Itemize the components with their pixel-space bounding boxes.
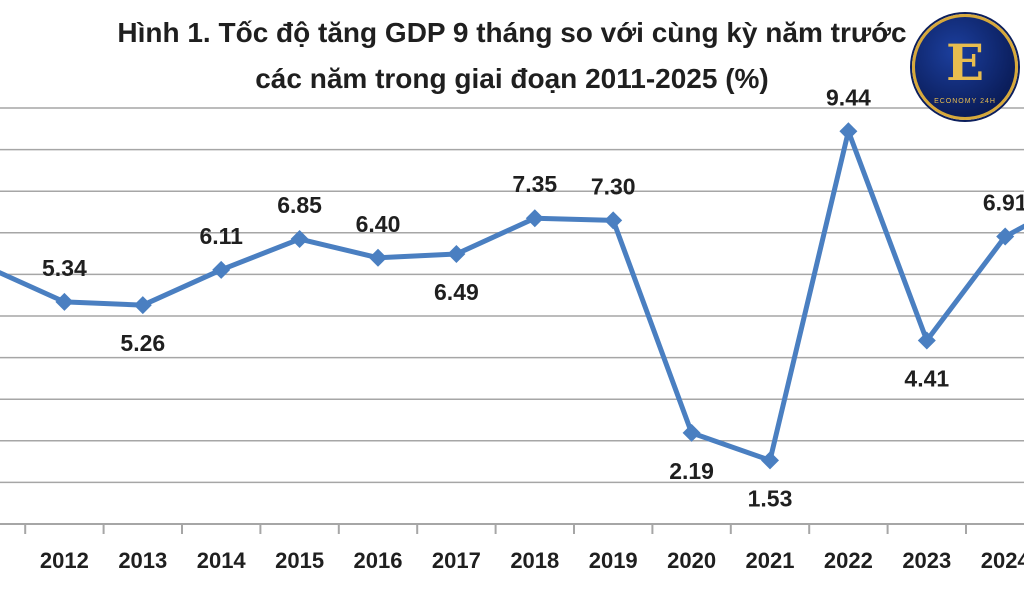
data-label-2022: 9.44 [826,84,871,110]
data-point-2015 [290,230,309,249]
data-point-2012 [55,292,74,311]
data-point-2023 [917,331,936,350]
data-label-2013: 5.26 [120,330,165,356]
data-point-2017 [447,245,466,264]
x-label-2018: 2018 [510,548,559,573]
x-label-2015: 2015 [275,548,324,573]
x-label-2020: 2020 [667,548,716,573]
logo-mark: E [945,33,985,92]
data-point-2020 [682,423,701,442]
data-label-2014: 6.11 [199,223,243,249]
data-label-2016: 6.40 [356,211,401,237]
x-label-2014: 2014 [197,548,247,573]
data-point-2014 [212,260,231,279]
x-axis-ticks [24,524,967,534]
chart-title-line-1: Hình 1. Tốc độ tăng GDP 9 tháng so với c… [117,17,907,48]
x-label-2021: 2021 [746,548,795,573]
x-label-2013: 2013 [118,548,167,573]
data-label-2024: 6.91 [983,190,1024,216]
x-label-2016: 2016 [354,548,403,573]
data-point-2022 [839,122,858,141]
chart-title: Hình 1. Tốc độ tăng GDP 9 tháng so với c… [0,10,1024,102]
data-label-2019: 7.30 [591,173,636,199]
data-point-2021 [761,451,779,470]
data-point-2018 [525,209,544,228]
data-label-2015: 6.85 [277,192,322,218]
chart-title-line-2: các năm trong giai đoạn 2011-2025 (%) [255,63,769,94]
x-label-2023: 2023 [902,548,951,573]
x-label-2017: 2017 [432,548,481,573]
x-axis-labels: 1120122013201420152016201720182019202020… [40,548,1024,573]
data-point-2024 [996,227,1015,246]
data-label-2020: 2.19 [669,458,714,484]
data-label-2021: 1.53 [748,485,793,511]
data-markers [55,122,1015,470]
x-label-2024: 2024 [981,548,1024,573]
data-point-2016 [369,248,387,267]
data-label-2017: 6.49 [434,279,479,305]
data-point-2013 [133,296,152,315]
gridlines [0,107,1024,484]
x-label-2019: 2019 [589,548,638,573]
logo-caption: ECONOMY 24H [934,98,996,105]
x-label-2022: 2022 [824,548,873,573]
economy-24h-logo: E ECONOMY 24H [912,14,1018,120]
data-point-2019 [604,211,623,230]
data-label-2018: 7.35 [512,171,557,197]
x-label-2012: 2012 [40,548,89,573]
data-labels: 195.345.266.116.856.406.497.357.302.191.… [42,84,1024,511]
data-label-2023: 4.41 [904,366,949,392]
data-label-2012: 5.34 [42,255,87,281]
